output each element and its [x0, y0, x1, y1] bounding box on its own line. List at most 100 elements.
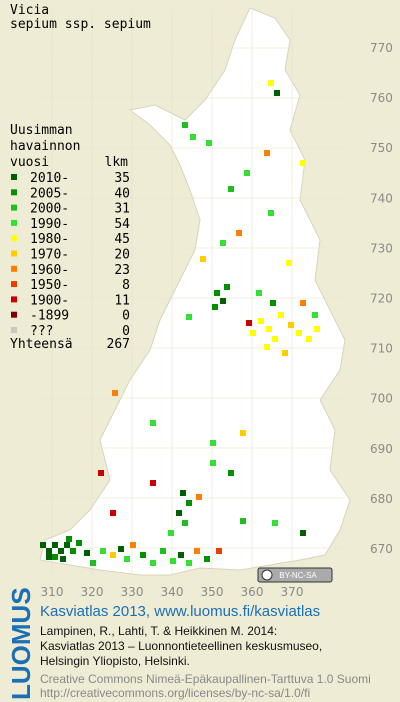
- citation: Kasviatlas 2013 – Luonnontieteellinen ke…: [40, 639, 322, 653]
- observation-square: [236, 230, 242, 236]
- observation-square: [212, 304, 218, 310]
- legend-swatch: [11, 174, 17, 180]
- legend-swatch: [11, 327, 17, 333]
- observation-square: [150, 420, 156, 426]
- y-label: 680: [370, 492, 393, 506]
- legend-swatch: [11, 219, 17, 226]
- legend-label: ???: [30, 324, 53, 339]
- legend-swatch: [11, 189, 17, 196]
- total-label: Yhteensä: [10, 337, 73, 352]
- x-label: 340: [161, 585, 184, 599]
- observation-square: [40, 542, 46, 548]
- observation-square: [70, 548, 76, 554]
- logo: LUOMUS: [6, 587, 36, 700]
- legend-count: 31: [114, 202, 130, 217]
- legend-swatch: [11, 250, 17, 257]
- observation-square: [46, 554, 52, 560]
- legend-count: 45: [114, 232, 130, 247]
- legend-count: 20: [114, 248, 130, 263]
- observation-square: [182, 520, 188, 526]
- y-label: 730: [370, 241, 393, 255]
- observation-square: [288, 322, 294, 328]
- observation-square: [110, 552, 116, 558]
- y-label: 690: [370, 442, 393, 456]
- legend-label: 1900-: [30, 293, 69, 308]
- observation-square: [214, 290, 220, 296]
- legend-count: 40: [114, 186, 130, 201]
- x-label: 320: [81, 585, 104, 599]
- observation-square: [64, 542, 70, 548]
- observation-square: [244, 170, 250, 176]
- x-label: 370: [281, 585, 304, 599]
- x-label: 360: [241, 585, 264, 599]
- observation-square: [210, 440, 216, 446]
- observation-square: [150, 560, 156, 566]
- footer-link[interactable]: Kasviatlas 2013, www.luomus.fi/kasviatla…: [40, 603, 320, 620]
- observation-square: [140, 552, 146, 558]
- observation-square: [268, 210, 274, 216]
- observation-square: [100, 548, 106, 554]
- observation-square: [194, 548, 200, 554]
- observation-square: [76, 540, 82, 546]
- observation-square: [272, 520, 278, 526]
- observation-square: [84, 550, 90, 556]
- observation-square: [52, 542, 58, 548]
- observation-square: [246, 320, 252, 326]
- y-label: 760: [370, 91, 393, 105]
- y-label: 770: [370, 41, 393, 55]
- legend-label: 1980-: [30, 232, 69, 247]
- observation-square: [314, 326, 320, 332]
- observation-square: [196, 494, 202, 500]
- observation-square: [210, 460, 216, 466]
- observation-square: [228, 186, 234, 192]
- observation-square: [170, 558, 176, 564]
- license-badge: BY-NC-SA: [279, 571, 317, 580]
- legend: 2010- 35 2005- 40 2000- 31 1990- 54 1980- 45 1970-…: [11, 171, 130, 339]
- legend-label: 1950-: [30, 278, 69, 293]
- grid: [40, 10, 345, 575]
- observation-square: [130, 542, 136, 548]
- x-label: 330: [121, 585, 144, 599]
- y-label: 750: [370, 141, 393, 155]
- total: 267: [107, 337, 130, 352]
- observation-square: [168, 530, 174, 536]
- observation-square: [66, 536, 72, 542]
- citation: Lampinen, R., Lahti, T. & Heikkinen M. 2…: [40, 624, 277, 638]
- observation-square: [312, 312, 318, 318]
- observation-square: [60, 556, 66, 562]
- observation-square: [250, 330, 256, 336]
- observation-square: [296, 330, 302, 336]
- observation-square: [240, 518, 246, 524]
- observation-square: [266, 326, 272, 332]
- legend-label: 1970-: [30, 248, 69, 263]
- y-label: 710: [370, 342, 393, 356]
- legend-swatch: [11, 296, 17, 303]
- observation-square: [150, 480, 156, 486]
- license-url[interactable]: http://creativecommons.org/licenses/by-n…: [40, 686, 310, 700]
- legend-count: 23: [114, 263, 130, 278]
- legend-label: 1990-: [30, 217, 69, 232]
- observation-square: [240, 430, 246, 436]
- observation-square: [176, 510, 182, 516]
- legend-swatch: [11, 204, 17, 211]
- observation-square: [46, 548, 52, 554]
- legend-label: -1899: [30, 309, 69, 324]
- observation-square: [178, 552, 184, 558]
- legend-count-header: lkm: [105, 155, 129, 170]
- observation-square: [224, 284, 230, 290]
- observation-square: [58, 548, 64, 554]
- observation-square: [186, 560, 192, 566]
- observation-square: [112, 390, 118, 396]
- observation-square: [278, 312, 284, 318]
- observation-square: [256, 290, 262, 296]
- y-label: 720: [370, 292, 393, 306]
- cc-icon: [261, 569, 273, 581]
- license-badge-box: [257, 567, 333, 583]
- observation-square: [98, 470, 104, 476]
- legend-swatch: [11, 265, 17, 272]
- observation-square: [300, 160, 306, 166]
- legend-count: 0: [122, 324, 130, 339]
- observation-square: [186, 500, 192, 506]
